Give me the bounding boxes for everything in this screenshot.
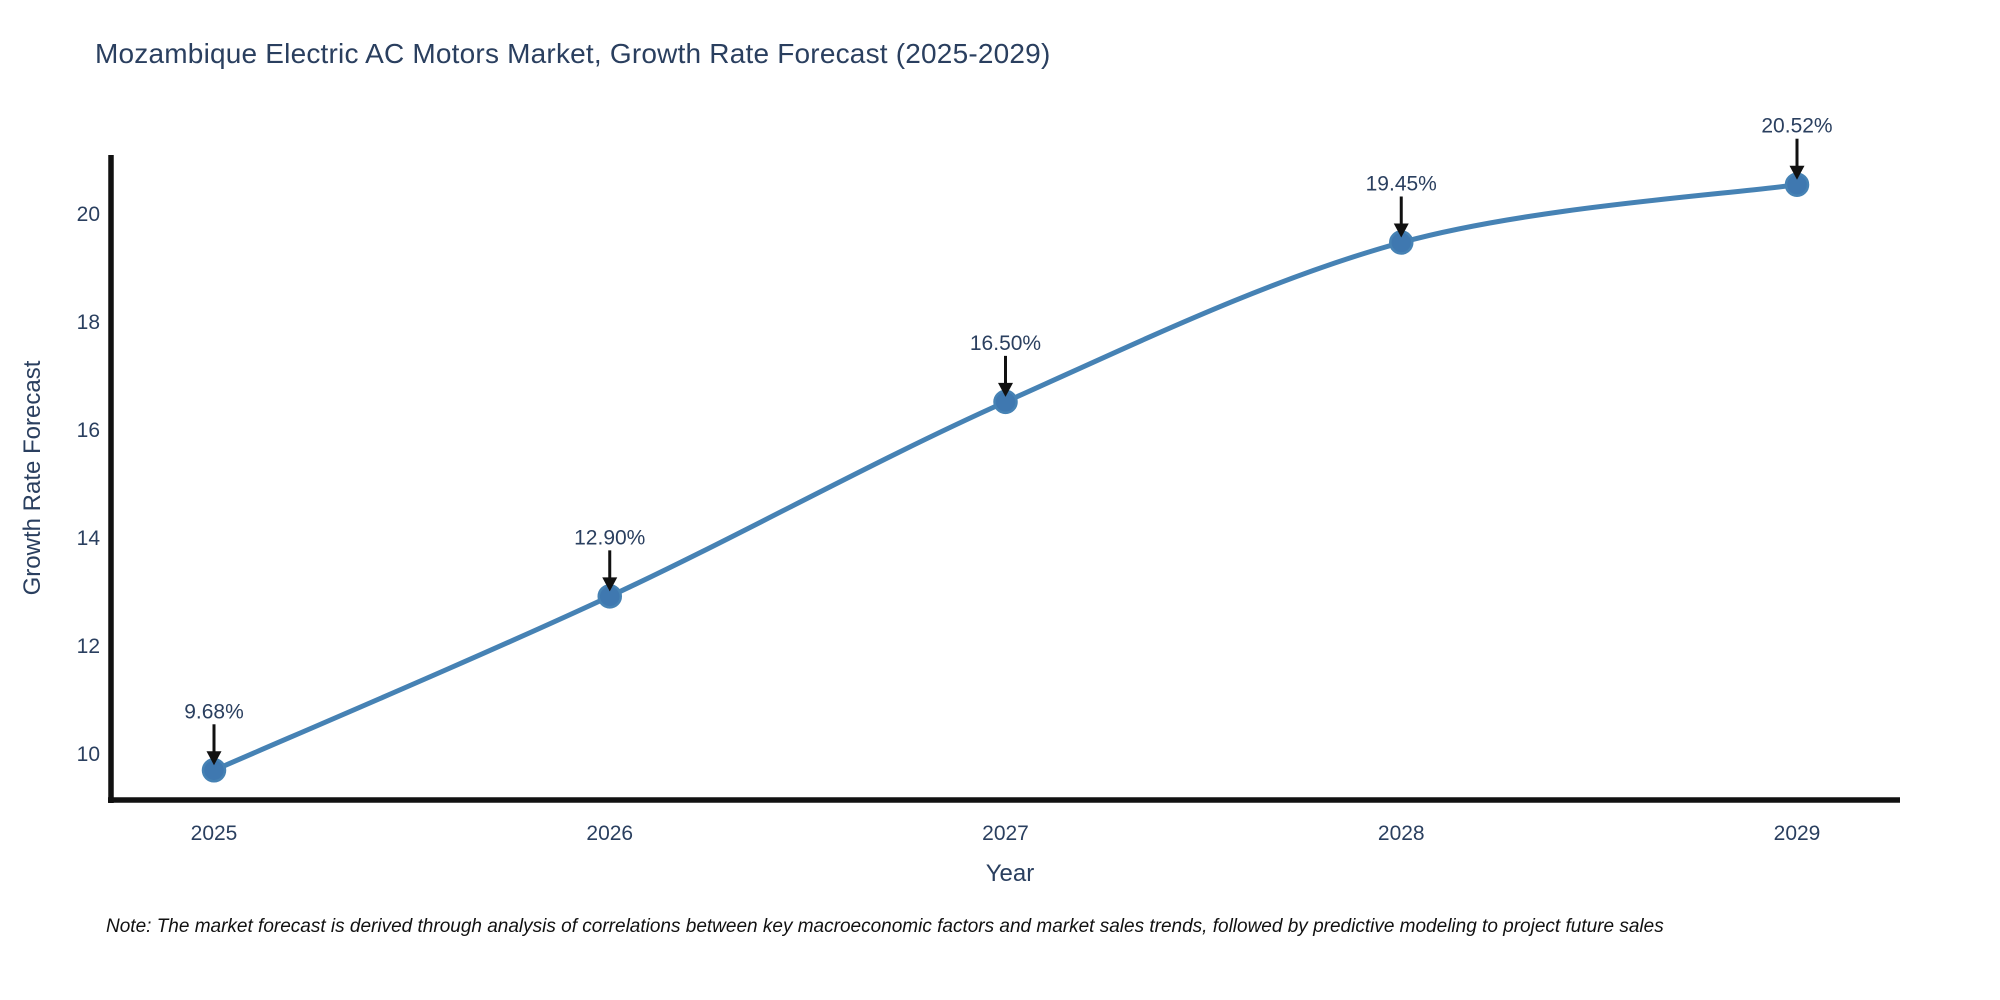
x-tick-label: 2026 xyxy=(586,822,633,845)
x-axis-title: Year xyxy=(986,860,1035,887)
y-tick-label: 10 xyxy=(77,743,100,766)
point-annotation: 9.68% xyxy=(184,700,244,723)
point-annotation: 12.90% xyxy=(574,526,645,549)
annotation-arrowhead xyxy=(206,751,222,766)
annotation-arrowhead xyxy=(998,382,1013,397)
plot-area: 10 12 14 16 18 20 2025 2026 2027 2028 2029 9.68% 12.… xyxy=(77,115,1900,845)
annotation-arrowhead xyxy=(1789,165,1805,180)
x-tick-label: 2025 xyxy=(191,822,238,845)
forecast-line xyxy=(212,182,1798,773)
annotation-arrowhead xyxy=(1393,223,1409,238)
chart-title: Mozambique Electric AC Motors Market, Gr… xyxy=(95,38,1051,69)
y-tick-label: 18 xyxy=(77,311,100,334)
x-tick-label: 2027 xyxy=(982,822,1029,845)
y-tick-label: 14 xyxy=(77,527,101,550)
x-tick-label: 2029 xyxy=(1774,822,1821,845)
footnote: Note: The market forecast is derived thr… xyxy=(106,916,1664,937)
y-tick-label: 20 xyxy=(77,203,100,226)
y-tick-label: 12 xyxy=(77,635,100,658)
y-axis-title: Growth Rate Forecast xyxy=(19,360,46,595)
x-tick-label: 2028 xyxy=(1378,822,1425,845)
annotation-arrowhead xyxy=(602,577,618,592)
point-annotation: 20.52% xyxy=(1761,115,1832,138)
point-annotation: 16.50% xyxy=(970,332,1041,355)
point-annotation: 19.45% xyxy=(1366,173,1437,196)
y-tick-label: 16 xyxy=(77,419,100,442)
